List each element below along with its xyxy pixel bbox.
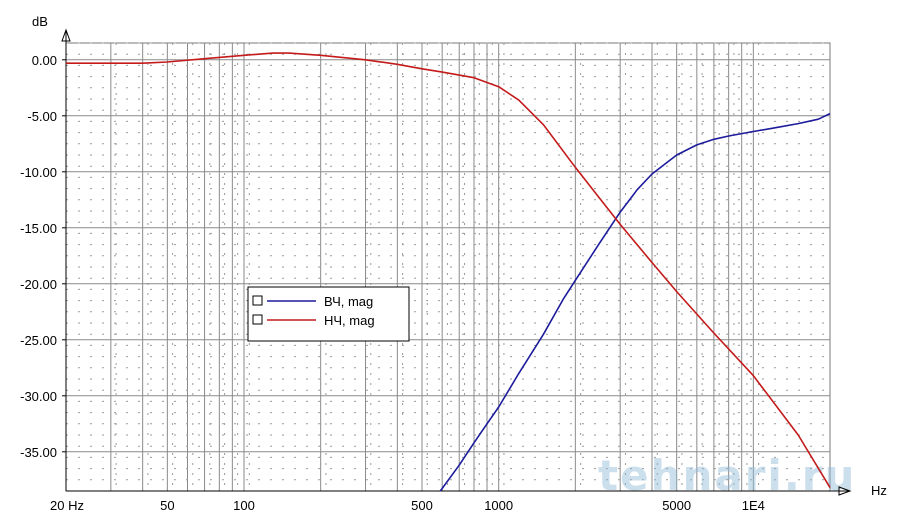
legend: ВЧ, mag НЧ, mag xyxy=(247,286,410,342)
axes xyxy=(61,28,852,496)
x-tick-label: 100 xyxy=(233,498,255,513)
legend-label-0: ВЧ, mag xyxy=(324,294,373,309)
y-tick-label: -35.00 xyxy=(20,445,57,460)
y-tick-label: -5.00 xyxy=(27,109,57,124)
x-tick-label: 50 xyxy=(160,498,174,513)
x-tick-label: 1E4 xyxy=(742,498,765,513)
watermark: tehnari.ru xyxy=(598,451,856,500)
legend-checkbox-0[interactable] xyxy=(252,295,263,306)
y-tick-label: -25.00 xyxy=(20,333,57,348)
x-unit-label: Hz xyxy=(871,483,887,498)
series-line-1 xyxy=(66,52,831,489)
x-tick-label: 20 Hz xyxy=(50,498,84,513)
legend-checkbox-1[interactable] xyxy=(252,314,263,325)
y-tick-label: -10.00 xyxy=(20,165,57,180)
tick-labels: 0.00 -5.00 -10.00 -15.00 -20.00 -25.00 -30.00 -… xyxy=(20,53,765,513)
y-tick-label: -15.00 xyxy=(20,221,57,236)
legend-label-1: НЧ, mag xyxy=(324,313,375,328)
legend-box xyxy=(247,286,410,342)
grid xyxy=(65,42,831,492)
y-axis-arrow xyxy=(61,28,71,42)
x-axis-arrow xyxy=(838,486,852,496)
y-tick-label: 0.00 xyxy=(32,53,57,68)
x-tick-label: 1000 xyxy=(484,498,513,513)
y-tick-label: -30.00 xyxy=(20,389,57,404)
series-layer xyxy=(66,52,831,492)
series-line-0 xyxy=(439,112,831,492)
x-tick-label: 500 xyxy=(411,498,433,513)
y-unit-label: dB xyxy=(32,14,48,29)
x-tick-label: 5000 xyxy=(662,498,691,513)
y-tick-label: -20.00 xyxy=(20,277,57,292)
watermark-layer: tehnari.ru xyxy=(598,451,856,500)
